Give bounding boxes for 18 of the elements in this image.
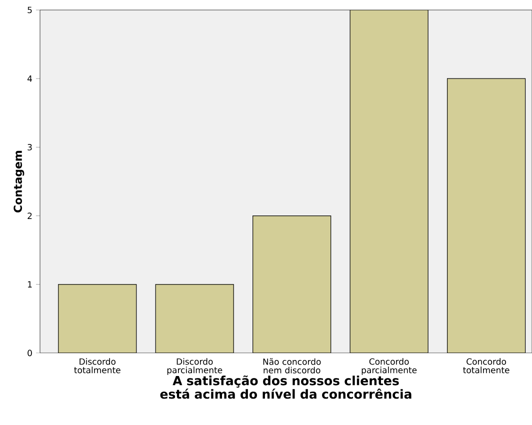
bar [350,10,428,353]
y-tick-label: 4 [27,76,32,82]
bar [447,78,526,353]
y-tick-label: 3 [28,144,32,150]
y-tick-label: 5 [28,6,32,14]
y-tick-label: 2 [28,212,32,219]
bar [156,284,234,353]
x-axis-title: A satisfação dos nossos clientes está acima do nível da concorrência [160,375,412,399]
bar [252,216,331,353]
x-tick-label: Discordo totalmente [74,358,120,374]
y-tick-label: 0 [28,350,32,356]
x-tick-label: Discordo parcialmente [167,358,222,375]
bar [58,284,136,353]
y-axis-title: Contagem [14,150,24,212]
x-tick-label: Não concordo nem discordo [263,358,321,374]
x-tick-label: Concordo totalmente [463,358,510,374]
x-tick-label: Concordo parcialmente [362,358,417,375]
y-tick-label: 1 [28,281,32,288]
